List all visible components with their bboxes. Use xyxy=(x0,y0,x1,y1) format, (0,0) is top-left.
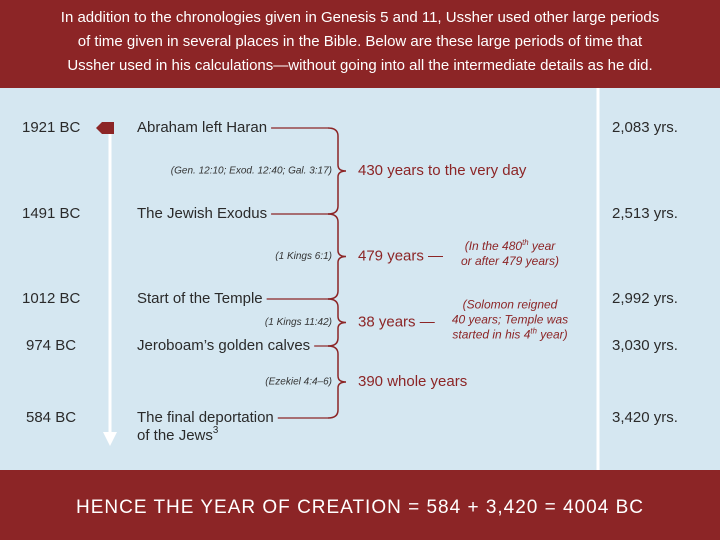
brace xyxy=(327,345,347,419)
timeline-panel xyxy=(0,88,720,470)
brace xyxy=(327,298,347,347)
period-length: 430 years to the very day xyxy=(358,162,527,179)
superscript: th xyxy=(530,326,537,335)
brace xyxy=(327,213,347,300)
event-label: The final deportation xyxy=(137,409,274,426)
content: In addition to the chronologies given in… xyxy=(22,9,678,518)
conclusion: HENCE THE YEAR OF CREATION = 584 + 3,420… xyxy=(76,497,644,518)
event-label: Abraham left Haran xyxy=(137,119,267,136)
event-label: Start of the Temple xyxy=(137,290,263,307)
start-marker xyxy=(96,122,114,134)
years-before-christ: 3,420 yrs. xyxy=(612,409,678,426)
text-part: year xyxy=(529,239,557,253)
text-part: started in his 4 xyxy=(452,328,530,342)
superscript: 3 xyxy=(213,425,218,436)
text-part: Abraham left Haran xyxy=(137,119,267,136)
text-part: The Jewish Exodus xyxy=(137,205,267,222)
period-note: or after 479 years) xyxy=(461,254,559,268)
scripture-reference: (1 Kings 6:1) xyxy=(275,251,332,262)
header-line: In addition to the chronologies given in… xyxy=(61,9,659,26)
header-line: Ussher used in his calculations—without … xyxy=(67,57,652,74)
header-band xyxy=(0,0,720,88)
years-before-christ: 2,992 yrs. xyxy=(612,290,678,307)
event-label: of the Jews3 xyxy=(137,425,218,444)
arrow-head xyxy=(103,432,117,446)
period-note: (Solomon reigned xyxy=(463,298,558,312)
period-length: 479 years — xyxy=(358,247,443,264)
period-length: 38 years — xyxy=(358,313,435,330)
superscript: th xyxy=(522,238,529,247)
years-before-christ: 3,030 yrs. xyxy=(612,337,678,354)
text-part: 40 years; Temple was xyxy=(452,313,568,327)
scripture-reference: (1 Kings 11:42) xyxy=(265,317,332,328)
period-note: started in his 4th year) xyxy=(452,326,567,342)
footer-band xyxy=(0,470,720,540)
event-date: 1921 BC xyxy=(22,119,81,136)
period-note: 40 years; Temple was xyxy=(452,313,568,327)
event-label: Jeroboam’s golden calves xyxy=(137,337,310,354)
text-part: year) xyxy=(537,328,568,342)
text-part: The final deportation xyxy=(137,409,274,426)
text-part: of the Jews xyxy=(137,427,213,444)
period-length: 390 whole years xyxy=(358,373,467,390)
years-before-christ: 2,513 yrs. xyxy=(612,205,678,222)
text-part: or after 479 years) xyxy=(461,254,559,268)
event-date: 1491 BC xyxy=(22,205,81,222)
event-date: 1012 BC xyxy=(22,290,81,307)
text-part: (In the 480 xyxy=(465,239,523,253)
period-note: (In the 480th year xyxy=(465,238,557,254)
scripture-reference: (Gen. 12:10; Exod. 12:40; Gal. 3:17) xyxy=(171,166,332,177)
text-part: Jeroboam’s golden calves xyxy=(137,337,310,354)
text-part: (Solomon reigned xyxy=(463,298,558,312)
event-label: The Jewish Exodus xyxy=(137,205,267,222)
event-date: 974 BC xyxy=(26,337,76,354)
header-line: of time given in several places in the B… xyxy=(78,33,643,50)
years-before-christ: 2,083 yrs. xyxy=(612,119,678,136)
brace xyxy=(327,127,347,215)
event-date: 584 BC xyxy=(26,409,76,426)
scripture-reference: (Ezekiel 4:4–6) xyxy=(265,377,332,388)
text-part: Start of the Temple xyxy=(137,290,263,307)
